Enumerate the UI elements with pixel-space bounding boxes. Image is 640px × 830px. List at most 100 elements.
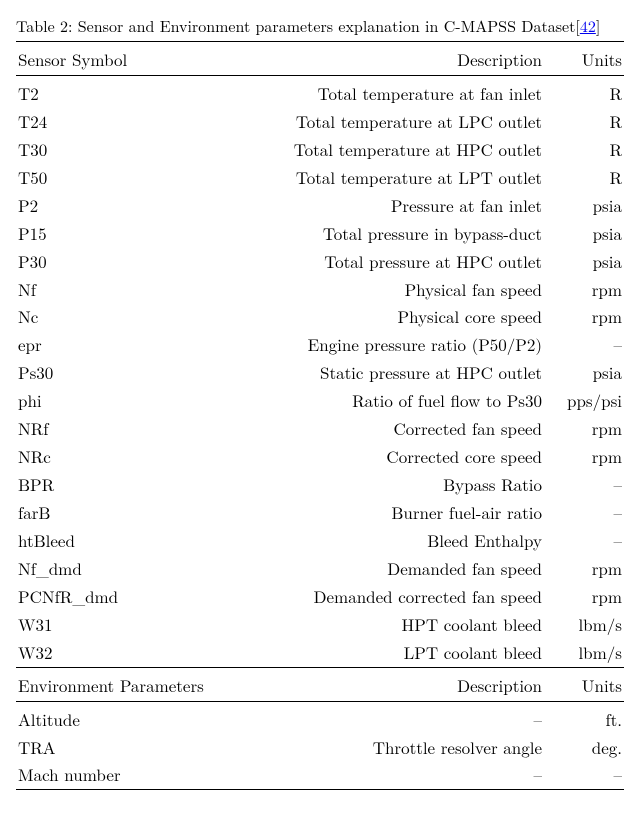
cell-symbol: W31 bbox=[16, 611, 216, 639]
table-row: T24Total temperature at LPC outletR bbox=[16, 108, 624, 136]
table-caption: Table 2: Sensor and Environment paramete… bbox=[16, 14, 624, 37]
cell-symbol: T2 bbox=[16, 75, 216, 107]
sensor-header-row: Sensor Symbol Description Units bbox=[16, 42, 624, 76]
cell-symbol: Ps30 bbox=[16, 359, 216, 387]
cell-symbol: NRc bbox=[16, 443, 216, 471]
cell-description: Total pressure at HPC outlet bbox=[216, 248, 544, 276]
sensor-body: T2Total temperature at fan inletRT24Tota… bbox=[16, 75, 624, 667]
cell-units: rpm bbox=[544, 276, 624, 304]
cell-units: R bbox=[544, 75, 624, 107]
cell-description: Demanded corrected fan speed bbox=[216, 583, 544, 611]
cell-units: lbm/s bbox=[544, 639, 624, 667]
cell-units: rpm bbox=[544, 443, 624, 471]
cell-symbol: P30 bbox=[16, 248, 216, 276]
cell-units: psia bbox=[544, 359, 624, 387]
cell-description: – bbox=[216, 761, 544, 789]
cell-description: – bbox=[216, 701, 544, 733]
cell-symbol: Nf bbox=[16, 276, 216, 304]
cell-description: Bypass Ratio bbox=[216, 471, 544, 499]
cell-units: rpm bbox=[544, 415, 624, 443]
cell-description: Physical fan speed bbox=[216, 276, 544, 304]
cell-symbol: phi bbox=[16, 387, 216, 415]
env-body: Altitude–ft.TRAThrottle resolver anglede… bbox=[16, 701, 624, 790]
cell-description: Throttle resolver angle bbox=[216, 734, 544, 762]
table-row: P15Total pressure in bypass-ductpsia bbox=[16, 220, 624, 248]
cell-symbol: T50 bbox=[16, 164, 216, 192]
cell-symbol: htBleed bbox=[16, 527, 216, 555]
parameters-table: Sensor Symbol Description Units T2Total … bbox=[16, 41, 624, 790]
col-header-description: Description bbox=[216, 42, 544, 76]
cell-units: – bbox=[544, 499, 624, 527]
col-header-units: Units bbox=[544, 667, 624, 701]
env-header-row: Environment Parameters Description Units bbox=[16, 667, 624, 701]
cell-units: – bbox=[544, 761, 624, 789]
cell-description: Engine pressure ratio (P50/P2) bbox=[216, 331, 544, 359]
cell-description: Pressure at fan inlet bbox=[216, 192, 544, 220]
cell-units: R bbox=[544, 108, 624, 136]
cell-description: LPT coolant bleed bbox=[216, 639, 544, 667]
table-row: NcPhysical core speedrpm bbox=[16, 303, 624, 331]
cell-description: Total temperature at LPT outlet bbox=[216, 164, 544, 192]
cell-symbol: P15 bbox=[16, 220, 216, 248]
cell-symbol: T24 bbox=[16, 108, 216, 136]
citation-link[interactable]: 42 bbox=[580, 14, 596, 37]
cell-description: Total temperature at LPC outlet bbox=[216, 108, 544, 136]
table-row: farBBurner fuel-air ratio– bbox=[16, 499, 624, 527]
cell-units: R bbox=[544, 136, 624, 164]
caption-suffix: ] bbox=[596, 14, 600, 37]
cell-symbol: NRf bbox=[16, 415, 216, 443]
table-row: TRAThrottle resolver angledeg. bbox=[16, 734, 624, 762]
table-row: P30Total pressure at HPC outletpsia bbox=[16, 248, 624, 276]
cell-symbol: TRA bbox=[16, 734, 216, 762]
cell-units: ft. bbox=[544, 701, 624, 733]
cell-symbol: Nf_dmd bbox=[16, 555, 216, 583]
cell-symbol: epr bbox=[16, 331, 216, 359]
table-row: NRcCorrected core speedrpm bbox=[16, 443, 624, 471]
cell-units: deg. bbox=[544, 734, 624, 762]
table-row: Mach number–– bbox=[16, 761, 624, 789]
cell-symbol: farB bbox=[16, 499, 216, 527]
cell-description: Bleed Enthalpy bbox=[216, 527, 544, 555]
cell-units: psia bbox=[544, 248, 624, 276]
table-row: htBleedBleed Enthalpy– bbox=[16, 527, 624, 555]
cell-units: – bbox=[544, 331, 624, 359]
table-row: Altitude–ft. bbox=[16, 701, 624, 733]
table-row: eprEngine pressure ratio (P50/P2)– bbox=[16, 331, 624, 359]
cell-description: Total temperature at fan inlet bbox=[216, 75, 544, 107]
cell-symbol: Altitude bbox=[16, 701, 216, 733]
table-row: T30Total temperature at HPC outletR bbox=[16, 136, 624, 164]
cell-units: R bbox=[544, 164, 624, 192]
cell-description: Physical core speed bbox=[216, 303, 544, 331]
cell-description: Burner fuel-air ratio bbox=[216, 499, 544, 527]
table-row: PCNfR_dmdDemanded corrected fan speedrpm bbox=[16, 583, 624, 611]
caption-text: Table 2: Sensor and Environment paramete… bbox=[16, 14, 580, 37]
table-row: NfPhysical fan speedrpm bbox=[16, 276, 624, 304]
cell-description: Total pressure in bypass-duct bbox=[216, 220, 544, 248]
cell-description: HPT coolant bleed bbox=[216, 611, 544, 639]
cell-symbol: Nc bbox=[16, 303, 216, 331]
table-row: NRfCorrected fan speedrpm bbox=[16, 415, 624, 443]
table-row: Nf_dmdDemanded fan speedrpm bbox=[16, 555, 624, 583]
table-row: BPRBypass Ratio– bbox=[16, 471, 624, 499]
cell-description: Corrected core speed bbox=[216, 443, 544, 471]
cell-units: rpm bbox=[544, 583, 624, 611]
table-row: W31HPT coolant bleedlbm/s bbox=[16, 611, 624, 639]
cell-symbol: PCNfR_dmd bbox=[16, 583, 216, 611]
cell-description: Static pressure at HPC outlet bbox=[216, 359, 544, 387]
cell-symbol: Mach number bbox=[16, 761, 216, 789]
table-row: W32LPT coolant bleedlbm/s bbox=[16, 639, 624, 667]
cell-units: – bbox=[544, 527, 624, 555]
table-row: phiRatio of fuel flow to Ps30pps/psi bbox=[16, 387, 624, 415]
col-header-units: Units bbox=[544, 42, 624, 76]
cell-description: Ratio of fuel flow to Ps30 bbox=[216, 387, 544, 415]
cell-symbol: P2 bbox=[16, 192, 216, 220]
col-header-env: Environment Parameters bbox=[16, 667, 216, 701]
table-row: T2Total temperature at fan inletR bbox=[16, 75, 624, 107]
table-row: T50Total temperature at LPT outletR bbox=[16, 164, 624, 192]
cell-units: rpm bbox=[544, 555, 624, 583]
cell-description: Total temperature at HPC outlet bbox=[216, 136, 544, 164]
col-header-symbol: Sensor Symbol bbox=[16, 42, 216, 76]
cell-symbol: T30 bbox=[16, 136, 216, 164]
cell-description: Corrected fan speed bbox=[216, 415, 544, 443]
cell-units: psia bbox=[544, 220, 624, 248]
